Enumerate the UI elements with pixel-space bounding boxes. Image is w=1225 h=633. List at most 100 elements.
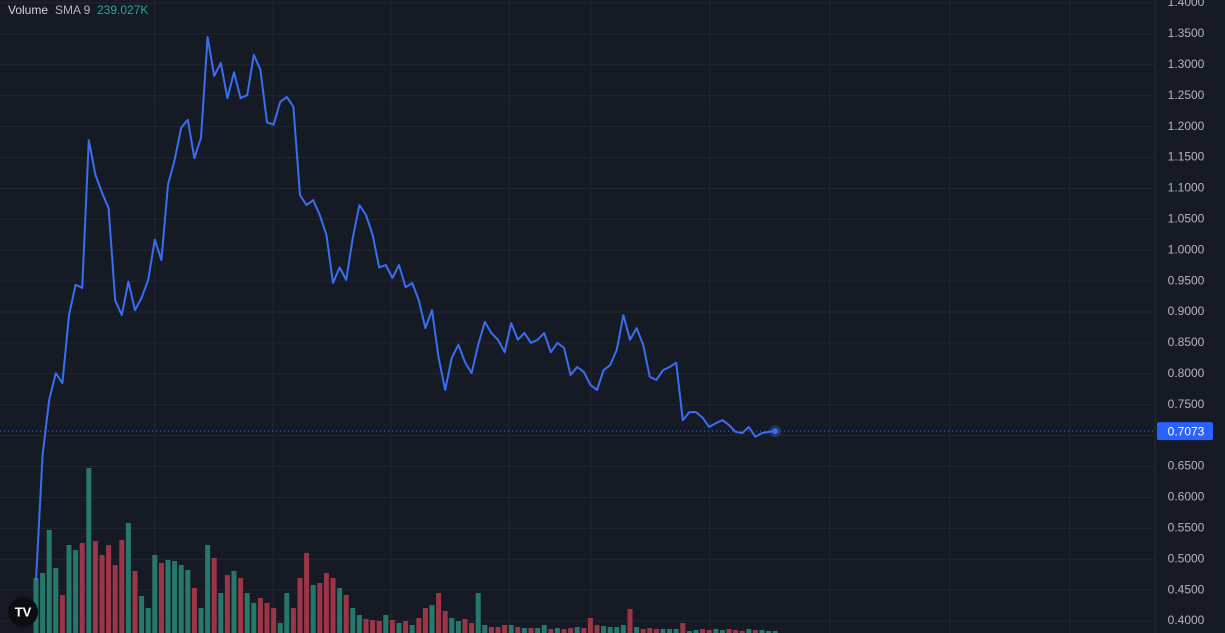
volume-bar xyxy=(422,608,428,633)
volume-bar xyxy=(112,565,118,633)
volume-bar xyxy=(330,578,336,633)
y-tick-label: 0.8000 xyxy=(1168,366,1205,380)
volume-bar xyxy=(607,627,613,633)
y-tick-label: 1.1000 xyxy=(1168,181,1205,195)
y-tick-label: 0.9000 xyxy=(1168,304,1205,318)
volume-bar xyxy=(343,595,349,633)
volume-bar xyxy=(218,593,224,633)
y-tick-label: 1.3500 xyxy=(1168,26,1205,40)
volume-bar xyxy=(79,543,85,633)
volume-bar xyxy=(482,625,488,633)
volume-bar xyxy=(581,628,587,633)
volume-bar xyxy=(680,623,686,633)
volume-bar xyxy=(746,629,752,633)
volume-bar xyxy=(568,628,574,633)
volume-bar xyxy=(561,629,567,633)
volume-bar xyxy=(310,585,316,633)
volume-bar xyxy=(772,631,778,633)
volume-bar xyxy=(99,555,105,633)
volume-bar xyxy=(594,625,600,633)
volume-bar xyxy=(601,626,607,633)
volume-bar xyxy=(152,555,158,633)
y-tick-label: 0.4000 xyxy=(1168,613,1205,627)
volume-bar xyxy=(733,630,739,633)
volume-bar xyxy=(436,593,442,633)
volume-bar xyxy=(211,558,217,633)
volume-bar xyxy=(383,615,389,633)
volume-bar xyxy=(706,630,712,633)
volume-bar xyxy=(647,628,653,633)
y-tick-label: 0.9500 xyxy=(1168,273,1205,287)
volume-bar xyxy=(224,575,230,633)
y-tick-label: 0.5000 xyxy=(1168,551,1205,565)
volume-bar xyxy=(297,578,303,633)
volume-bar xyxy=(66,545,72,633)
volume-bar xyxy=(528,628,534,633)
volume-bar xyxy=(172,561,178,633)
volume-bar xyxy=(46,530,52,633)
volume-bar xyxy=(667,629,673,633)
last-price-label: 0.7073 xyxy=(1168,424,1205,438)
volume-bar xyxy=(469,623,475,633)
volume-bar xyxy=(244,593,250,633)
volume-bar xyxy=(574,627,580,633)
volume-bar xyxy=(119,540,125,633)
volume-bars xyxy=(33,468,778,633)
volume-bar xyxy=(515,627,521,633)
price-line xyxy=(35,36,776,581)
volume-bar xyxy=(158,563,164,633)
volume-bar xyxy=(251,603,257,633)
volume-bar xyxy=(535,628,541,633)
volume-bar xyxy=(752,630,758,633)
y-tick-label: 1.3000 xyxy=(1168,57,1205,71)
volume-bar xyxy=(73,550,79,633)
volume-bar xyxy=(396,623,402,633)
volume-bar xyxy=(455,621,461,633)
volume-bar xyxy=(356,615,362,633)
volume-bar xyxy=(462,619,468,633)
logo: TV xyxy=(8,597,38,627)
last-price-dot xyxy=(772,428,779,435)
volume-bar xyxy=(92,541,98,633)
volume-bar xyxy=(350,608,356,633)
volume-bar xyxy=(686,631,692,633)
volume-bar xyxy=(488,627,494,633)
svg-text:TV: TV xyxy=(15,604,32,619)
y-tick-label: 1.0000 xyxy=(1168,242,1205,256)
volume-bar xyxy=(277,623,283,633)
volume-bar xyxy=(653,629,659,633)
volume-bar xyxy=(640,629,646,633)
volume-bar xyxy=(191,588,197,633)
vertical-grid xyxy=(154,0,1071,633)
y-tick-label: 1.4000 xyxy=(1168,0,1205,9)
volume-bar xyxy=(264,603,270,633)
volume-bar xyxy=(165,560,171,633)
volume-bar xyxy=(59,595,65,633)
volume-bar xyxy=(548,629,554,633)
y-tick-label: 0.7500 xyxy=(1168,397,1205,411)
y-tick-label: 0.6000 xyxy=(1168,490,1205,504)
legend-volume: Volume xyxy=(8,3,48,17)
volume-bar xyxy=(429,605,435,633)
volume-bar xyxy=(86,468,92,633)
volume-bar xyxy=(284,593,290,633)
volume-bar xyxy=(53,568,59,633)
volume-bar xyxy=(139,596,145,633)
volume-bar xyxy=(620,625,626,633)
volume-bar xyxy=(719,630,725,633)
volume-bar xyxy=(693,630,699,633)
volume-bar xyxy=(389,620,395,633)
volume-bar xyxy=(587,618,593,633)
volume-bar xyxy=(323,573,329,633)
volume-bar xyxy=(660,629,666,633)
volume-bar xyxy=(416,618,422,633)
volume-bar xyxy=(125,523,131,633)
volume-bar xyxy=(257,598,263,633)
volume-bar xyxy=(363,619,369,633)
volume-bar xyxy=(502,625,508,633)
volume-bar xyxy=(700,629,706,633)
volume-bar xyxy=(409,625,415,633)
volume-bar xyxy=(634,627,640,633)
volume-bar xyxy=(627,609,633,633)
